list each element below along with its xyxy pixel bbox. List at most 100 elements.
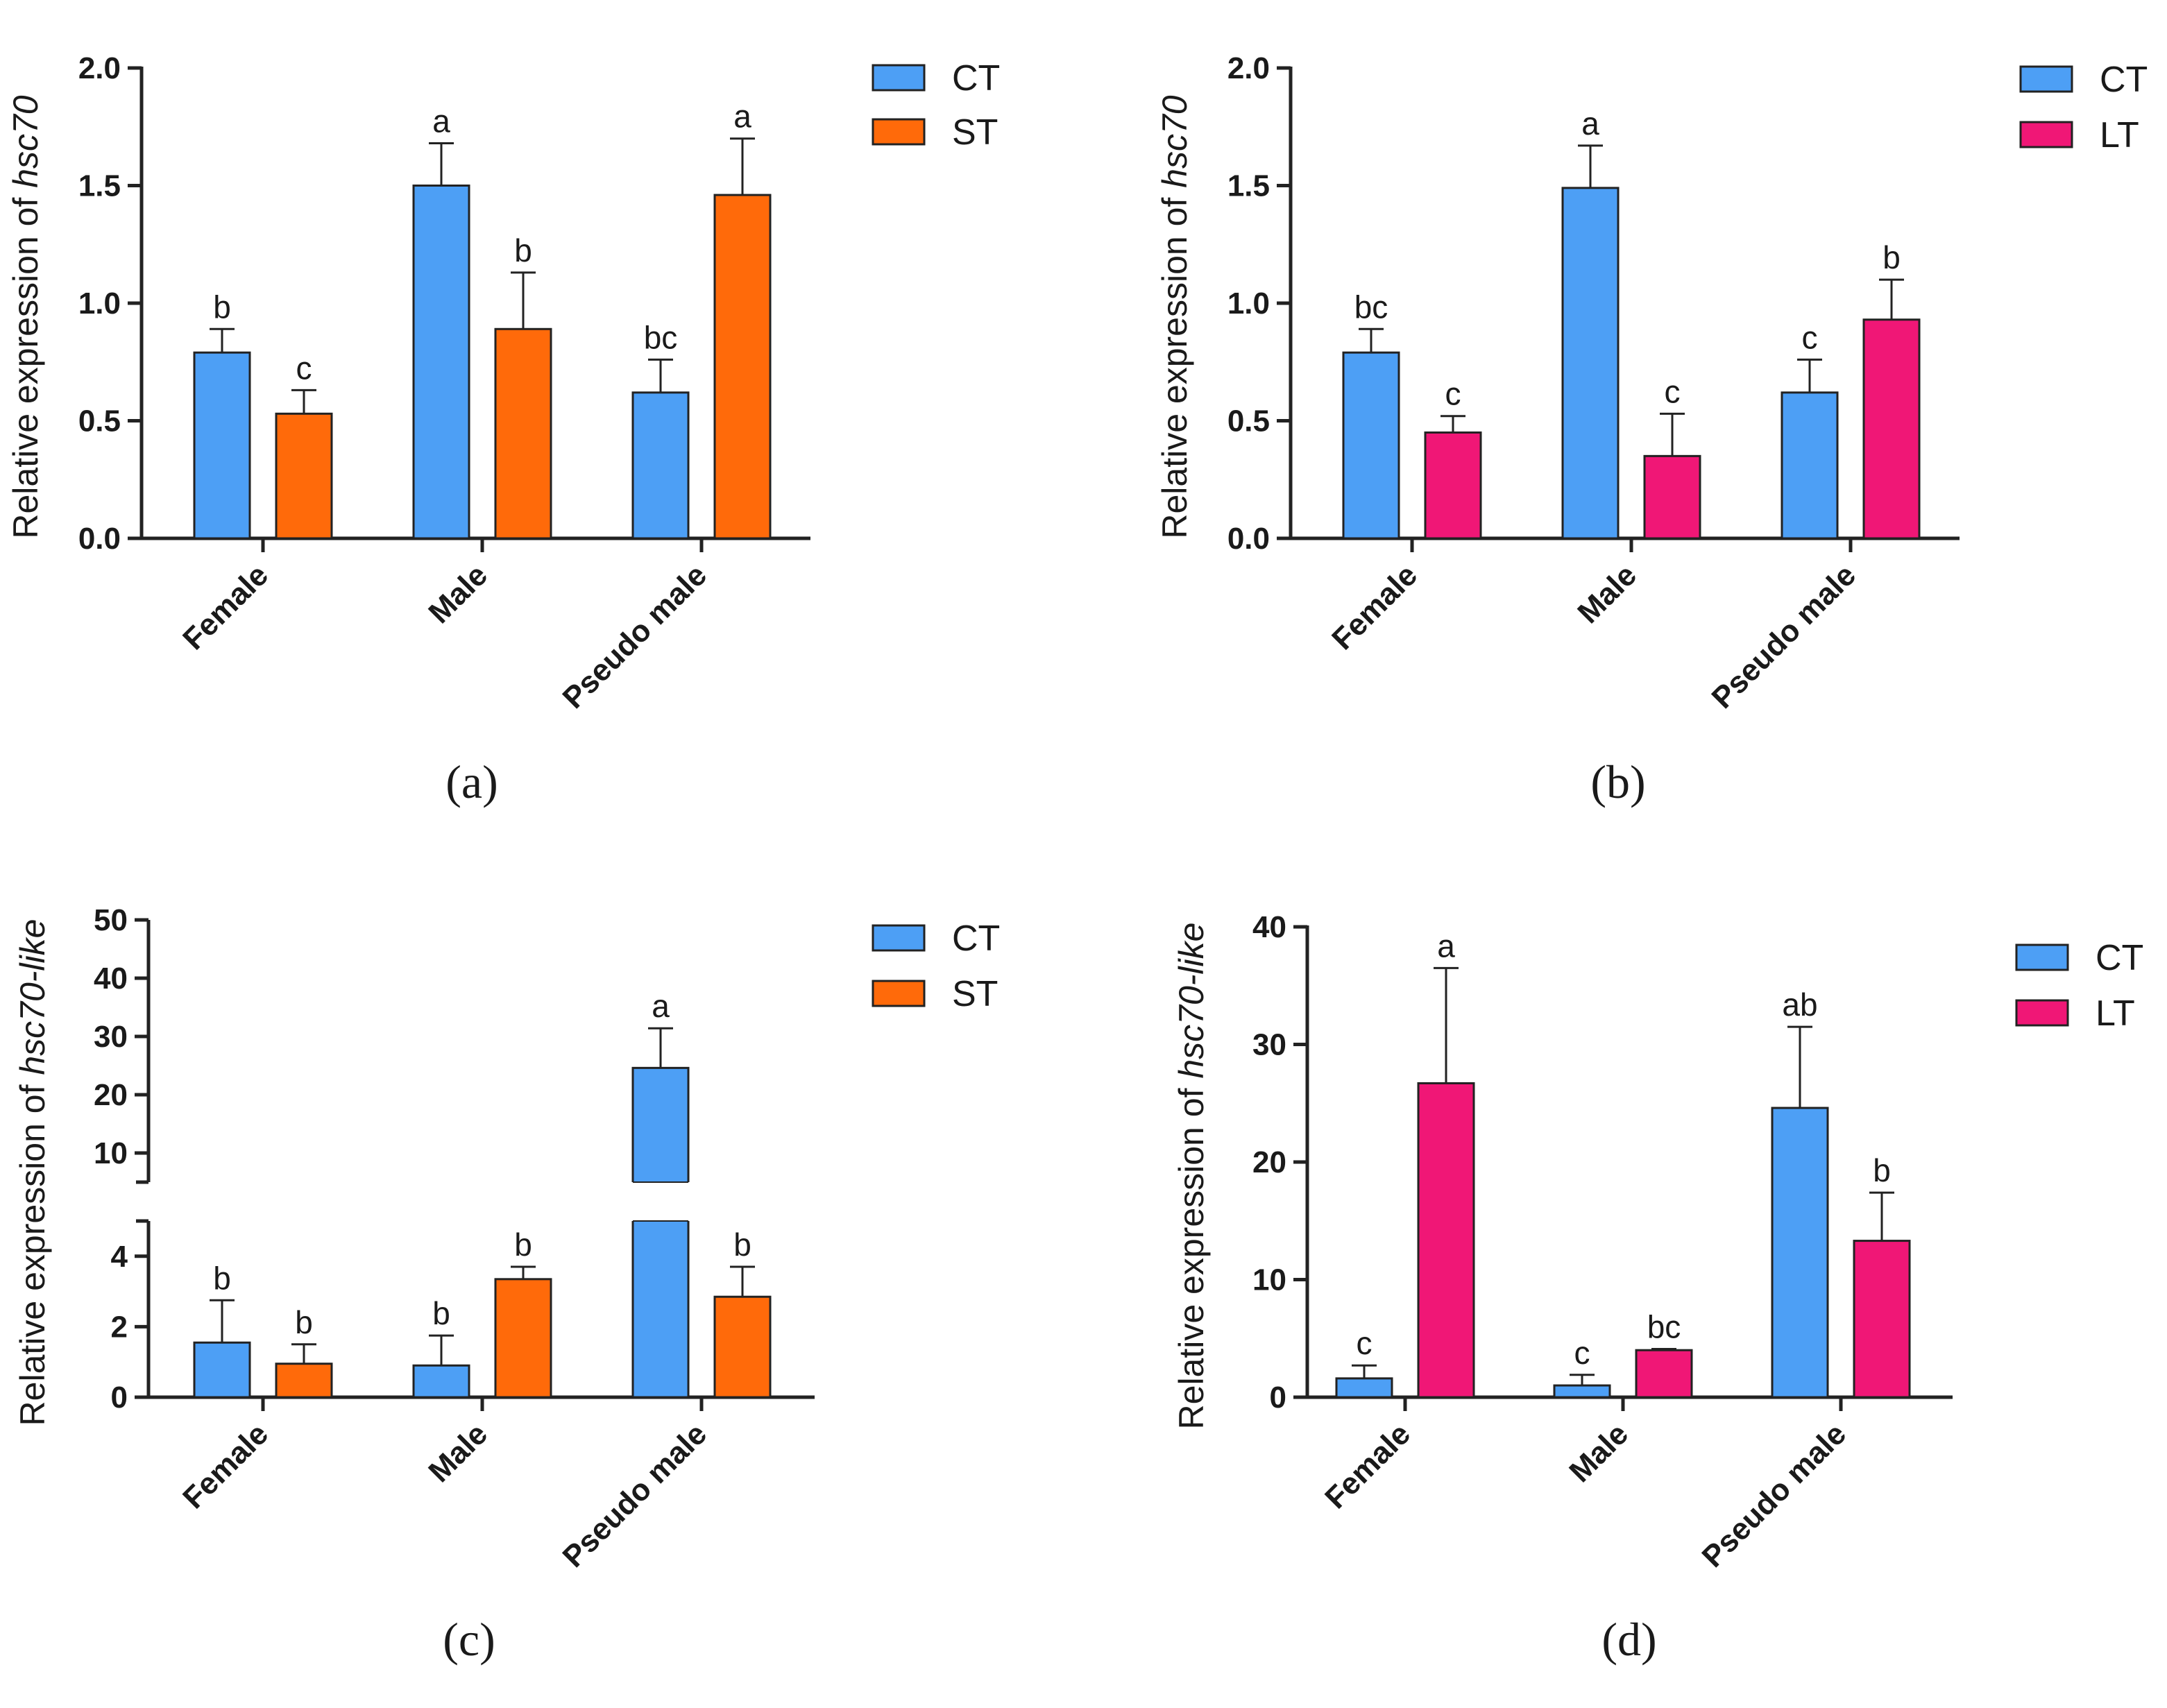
x-category-label: Male: [1571, 558, 1643, 630]
y-axis-title: Relative expression of hsc70-like: [13, 919, 52, 1426]
legend-swatch-lt: [2019, 121, 2073, 148]
y-tick-label: 0.5: [1227, 404, 1270, 438]
panel-label: (a): [445, 755, 498, 808]
bar-lt-pseudo-male: [1853, 1240, 1911, 1399]
chart-panel-a: 0.0 0.5 1.0 1.5 2.0 Relative expression of hs…: [6, 51, 1000, 808]
y-tick-label: 1.5: [78, 169, 121, 203]
significance-label: a: [1581, 105, 1599, 142]
significance-label: b: [213, 1260, 231, 1296]
significance-label: b: [432, 1295, 450, 1331]
bar-lt-male: [1635, 1349, 1693, 1399]
panel-label: (c): [443, 1613, 495, 1666]
y-tick-label: 30: [1252, 1028, 1286, 1062]
y-tick-label: 0: [1270, 1381, 1286, 1415]
x-category-label: Male: [422, 1417, 494, 1489]
chart-panel-b: 0.0 0.5 1.0 1.5 2.0 Relative expression of hs…: [1155, 51, 2148, 808]
y-tick-label: 1.0: [1227, 287, 1270, 321]
y-axis-title-gene: hsc70: [6, 95, 45, 188]
legend: CT ST: [872, 58, 1000, 153]
bar-st-female: [275, 412, 333, 540]
y-tick-label: 2.0: [1227, 51, 1270, 85]
legend-label-st: ST: [952, 974, 998, 1014]
legend-swatch-st: [872, 118, 926, 146]
bar-lt-pseudo-male: [1862, 318, 1921, 540]
y-tick-label: 0.0: [78, 522, 121, 556]
y-tick-label: 0: [111, 1381, 128, 1415]
bar-ct-pseudo-male: [1781, 391, 1839, 540]
significance-label: a: [733, 99, 751, 135]
bar-st-female: [275, 1363, 333, 1399]
y-tick-label: 1.0: [78, 287, 121, 321]
legend-swatch-ct: [2019, 65, 2073, 93]
significance-label: bc: [644, 319, 678, 355]
bar-ct-male: [1561, 187, 1620, 540]
x-category-label: Male: [422, 558, 494, 630]
y-tick-label: 2: [111, 1310, 128, 1344]
y-tick-label: 1.5: [1227, 169, 1270, 203]
bar-lt-female: [1424, 431, 1482, 540]
significance-label: bc: [1647, 1309, 1681, 1345]
x-category-label: Pseudo male: [556, 1417, 713, 1574]
y-tick-label: 0.5: [78, 404, 121, 438]
y-axis-title-gene: hsc70: [1155, 95, 1194, 188]
bar-st-pseudo-male: [713, 194, 772, 540]
significance-label: c: [1665, 373, 1681, 409]
x-category-label: Pseudo male: [1705, 558, 1862, 715]
bar-ct-pseudo-male: [631, 1066, 690, 1399]
significance-label: b: [514, 232, 532, 268]
bar-ct-male: [412, 1364, 470, 1399]
legend-label-st: ST: [952, 112, 998, 153]
significance-label: a: [652, 988, 670, 1024]
y-tick-label: 2.0: [78, 51, 121, 85]
y-axis-title-gene: hsc70-like: [1172, 923, 1211, 1079]
y-axis-title-prefix: Relative expression of: [13, 1075, 52, 1426]
significance-label: a: [432, 103, 450, 139]
legend-label-lt: LT: [2096, 993, 2135, 1034]
x-category-label: Female: [176, 1417, 275, 1515]
y-tick-label: 4: [111, 1240, 128, 1274]
y-tick-label: 40: [1252, 910, 1286, 944]
axis-break-gap: [630, 1182, 691, 1221]
significance-label: c: [296, 350, 312, 386]
legend-label-lt: LT: [2100, 115, 2139, 155]
bar-ct-male: [1553, 1384, 1611, 1399]
axes: 0 10 20 30 40: [1252, 910, 1953, 1415]
y-tick-label: 10: [94, 1136, 128, 1170]
y-axis-title-gene: hsc70-like: [13, 919, 52, 1075]
axes: 0.0 0.5 1.0 1.5 2.0: [78, 51, 810, 556]
panel-label: (b): [1590, 755, 1645, 808]
legend: CT LT: [2019, 60, 2148, 155]
axes: 0.0 0.5 1.0 1.5 2.0: [1227, 51, 1960, 556]
significance-label: c: [1357, 1325, 1373, 1361]
significance-label: b: [295, 1304, 313, 1340]
legend-swatch-st: [872, 980, 926, 1007]
chart-panel-d: 0 10 20 30 40 Relative expression of hsc70-li…: [1172, 910, 2143, 1666]
bar-ct-female: [1335, 1377, 1393, 1399]
y-axis-title-prefix: Relative expression of: [6, 188, 45, 539]
y-tick-label: 30: [94, 1020, 128, 1054]
legend-swatch-lt: [2015, 999, 2069, 1027]
legend-swatch-ct: [2015, 943, 2069, 971]
significance-label: c: [1445, 376, 1461, 412]
legend-label-ct: CT: [2100, 60, 2148, 100]
bar-ct-female: [193, 1341, 251, 1399]
x-category-label: Female: [176, 558, 275, 656]
legend-swatch-ct: [872, 924, 926, 952]
bar-st-pseudo-male: [713, 1295, 772, 1399]
significance-label: b: [514, 1227, 532, 1263]
significance-label: b: [213, 289, 231, 325]
y-axis-title: Relative expression of hsc70-like: [1172, 923, 1211, 1430]
bar-ct-female: [1342, 351, 1400, 540]
y-axis-title: Relative expression of hsc70: [1155, 95, 1194, 538]
bar-ct-male: [412, 185, 470, 540]
y-tick-label: 50: [94, 903, 128, 937]
axes: 0 2 4 10 20 30 40 50: [94, 903, 815, 1415]
bar-ct-pseudo-male: [1771, 1107, 1829, 1399]
bar-lt-female: [1417, 1082, 1475, 1399]
y-axis-title: Relative expression of hsc70: [6, 95, 45, 538]
significance-label: bc: [1354, 289, 1388, 325]
legend: CT ST: [872, 919, 1000, 1014]
legend-swatch-ct: [872, 64, 926, 92]
legend-label-ct: CT: [2096, 938, 2143, 978]
